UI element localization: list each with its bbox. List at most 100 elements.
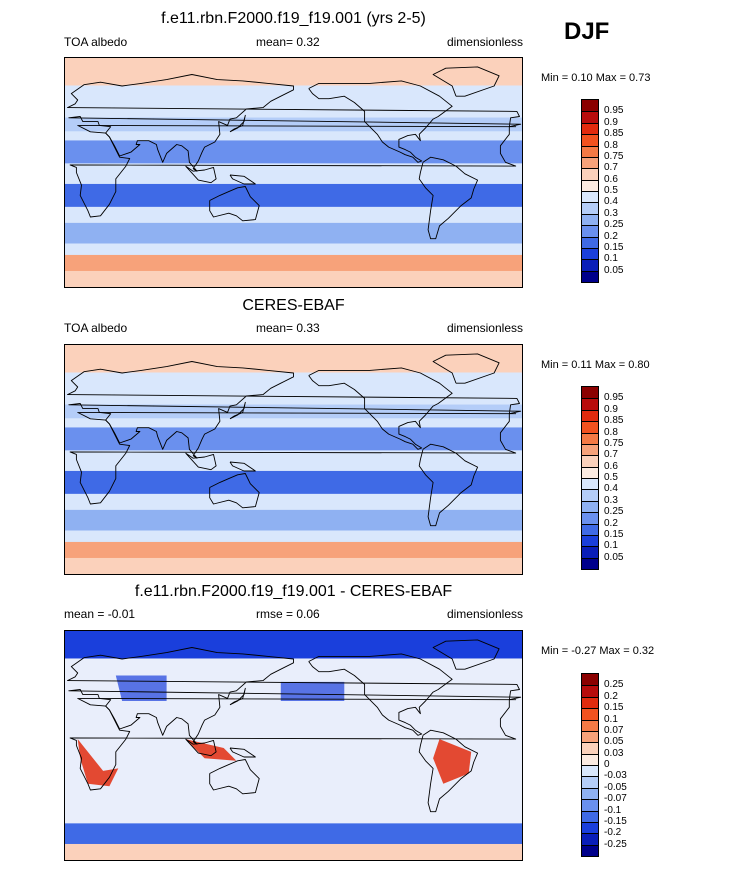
diff-map-coastline — [418, 729, 479, 813]
model-colorbar-swatch — [582, 247, 598, 260]
obs-map-coastline — [67, 361, 522, 459]
panel-obs-map — [64, 344, 523, 575]
diff-map-coastline — [67, 647, 522, 745]
model-colorbar-tick-label: 0.9 — [604, 116, 618, 128]
diff-colorbar-tick-label: 0.05 — [604, 736, 624, 748]
panel-diff-colorbar: 0.25 0.2 0.15 0.1 0.07 0.05 0.03 0 -0.03 -0.05 -0.… — [581, 673, 627, 857]
obs-colorbar-tick-label: 0.25 — [604, 506, 624, 518]
obs-colorbar-tick-label: 0.85 — [604, 415, 624, 427]
obs-colorbar-tick-label: 0.4 — [604, 483, 618, 495]
model-map-coastline — [418, 156, 479, 240]
obs-colorbar-tick-label: 0.75 — [604, 437, 624, 449]
model-colorbar-tick-label: 0.4 — [604, 196, 618, 208]
model-colorbar-tick-label: 0.85 — [604, 128, 624, 140]
panel-diff-map — [64, 630, 523, 861]
model-colorbar-tick-label: 0.1 — [604, 253, 618, 265]
panel-diff-minmax: Min = -0.27 Max = 0.32 — [541, 645, 655, 657]
diff-colorbar-tick-label: -0.25 — [604, 838, 627, 850]
diff-map-coastline — [229, 687, 246, 706]
obs-colorbar-swatch — [582, 478, 598, 490]
diff-colorbar-swatch — [582, 787, 598, 800]
obs-colorbar-tick-label: 0.6 — [604, 460, 618, 472]
obs-colorbar-swatch — [582, 421, 598, 433]
model-colorbar-swatch — [582, 213, 598, 226]
model-colorbar-tick-label: 0.95 — [604, 105, 624, 117]
model-colorbar-swatch — [582, 202, 598, 214]
diff-map-coastline — [209, 759, 260, 795]
panel-obs-mean-label: mean= 0.33 — [256, 321, 320, 335]
panel-model-title: f.e11.rbn.F2000.f19_f19.001 (yrs 2-5) — [161, 10, 426, 27]
diff-colorbar-swatch — [582, 730, 598, 743]
obs-map-coastline — [209, 473, 260, 509]
diff-colorbar-tick-label: 0.25 — [604, 679, 624, 691]
model-map-coastline — [67, 74, 522, 172]
obs-colorbar-swatch — [582, 489, 598, 501]
obs-colorbar-tick-label: 0.95 — [604, 392, 624, 404]
obs-colorbar-swatch — [582, 500, 598, 513]
model-map-coastlines — [67, 66, 522, 240]
obs-colorbar-tick-label: 0.7 — [604, 449, 618, 461]
diff-colorbar-tick-label: 0.15 — [604, 702, 624, 714]
diff-colorbar-swatch — [582, 696, 598, 709]
obs-map-coastline — [432, 353, 500, 384]
obs-colorbar-swatch — [582, 443, 598, 456]
model-colorbar-tick-label: 0.75 — [604, 150, 624, 162]
model-colorbar-swatch — [582, 100, 598, 112]
model-colorbar-tick-label: 0.05 — [604, 264, 624, 276]
model-colorbar-swatch — [582, 270, 598, 282]
model-colorbar-tick-label: 0.7 — [604, 162, 618, 174]
panel-obs-title: CERES-EBAF — [242, 297, 345, 314]
model-map-coastline — [185, 165, 217, 184]
model-colorbar-swatch — [582, 191, 598, 203]
diff-colorbar-swatch — [582, 719, 598, 731]
obs-colorbar-tick-label: 0.3 — [604, 494, 618, 506]
diff-colorbar-tick-label: -0.05 — [604, 781, 627, 793]
obs-colorbar-swatch — [582, 523, 598, 535]
model-map-coastline — [432, 66, 500, 97]
panel-model-variable-label: TOA albedo — [64, 35, 128, 49]
obs-colorbar-swatch — [582, 387, 598, 399]
panel-diff-mean-label: mean = -0.01 — [64, 607, 136, 621]
diff-colorbar-swatch — [582, 821, 598, 834]
obs-colorbar-swatch — [582, 466, 598, 478]
model-colorbar-swatch — [582, 236, 598, 248]
model-colorbar-tick-label: 0.25 — [604, 219, 624, 231]
diff-colorbar-tick-label: 0.1 — [604, 713, 618, 725]
model-colorbar-swatch — [582, 145, 598, 157]
panel-model-mean-label: mean= 0.32 — [256, 35, 320, 49]
obs-map-coastlines — [67, 353, 522, 527]
obs-colorbar-swatch — [582, 534, 598, 547]
obs-map-coastline — [418, 443, 479, 527]
diff-colorbar-tick-label: 0.03 — [604, 747, 624, 759]
obs-map-coastline — [229, 461, 256, 472]
diff-map-coastline — [308, 653, 453, 736]
season-label: DJF — [564, 18, 610, 45]
model-colorbar-tick-label: 0.2 — [604, 230, 618, 242]
model-colorbar-tick-label: 0.6 — [604, 173, 618, 185]
obs-colorbar-tick-label: 0.5 — [604, 472, 618, 483]
panel-model-units-label: dimensionless — [446, 35, 523, 49]
diff-colorbar-swatch — [582, 708, 598, 720]
diff-colorbar-swatch — [582, 844, 598, 856]
obs-map-coastline — [229, 401, 246, 420]
diff-colorbar-swatch — [582, 674, 598, 686]
model-colorbar-tick-label: 0.8 — [604, 139, 618, 151]
obs-colorbar-tick-label: 0.05 — [604, 551, 624, 563]
model-colorbar-swatch — [582, 134, 598, 146]
panel-obs-units-label: dimensionless — [446, 321, 523, 335]
obs-colorbar-swatch — [582, 557, 598, 569]
obs-colorbar-swatch — [582, 409, 598, 422]
panel-diff-title: f.e11.rbn.F2000.f19_f19.001 - CERES-EBAF — [134, 583, 453, 600]
obs-colorbar-swatch — [582, 546, 598, 558]
panel-diff-units-label: dimensionless — [446, 607, 523, 621]
obs-colorbar-tick-label: 0.2 — [604, 517, 618, 529]
panel-model-map — [64, 57, 523, 288]
model-colorbar-swatch — [582, 179, 598, 191]
panel-obs-colorbar: 0.95 0.9 0.85 0.8 0.75 0.7 0.6 0.5 0.4 0.3 0.25 0.2… — [581, 386, 623, 570]
model-colorbar-swatch — [582, 168, 598, 180]
model-map-coastline — [229, 114, 246, 133]
diff-colorbar-swatch — [582, 833, 598, 845]
model-colorbar-swatch — [582, 259, 598, 271]
diff-colorbar-tick-label: -0.2 — [604, 827, 622, 839]
diff-map-coastlines — [67, 639, 522, 813]
